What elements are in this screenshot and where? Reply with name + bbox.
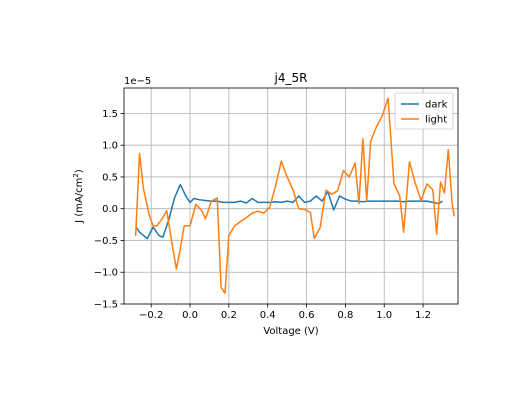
- legend-box: [394, 92, 454, 130]
- ticks: −0.2 0.0 0.2 0.4 0.6 0.8 1.0 1.2 −1.5 −1.0 −0.5 0.0…: [94, 109, 431, 321]
- legend-label-light: light: [425, 115, 447, 126]
- y-tick-label: −1.0: [94, 268, 118, 279]
- x-tick-label: 0.2: [221, 310, 237, 321]
- legend: dark light: [394, 92, 454, 130]
- x-axis-label: Voltage (V): [263, 326, 318, 337]
- x-tick-label: 0.0: [182, 310, 198, 321]
- x-tick-label: 1.2: [415, 310, 431, 321]
- x-tick-label: 0.6: [299, 310, 315, 321]
- y-tick-label: −1.5: [94, 300, 118, 311]
- y-axis-offset-text: 1e−5: [124, 76, 151, 87]
- x-tick-label: 1.0: [376, 310, 392, 321]
- y-axis-label: J (mA/cm2): [72, 169, 85, 224]
- y-axis-label-main: J (mA/cm: [74, 178, 85, 224]
- y-axis-label-close: ): [74, 169, 85, 173]
- plot-frame: [123, 87, 459, 305]
- y-tick-label: 1.5: [102, 109, 118, 120]
- series-layer: [134, 97, 455, 294]
- y-tick-label: 1.0: [102, 141, 118, 152]
- x-tick-label: −0.2: [139, 310, 163, 321]
- legend-label-dark: dark: [425, 100, 448, 111]
- x-tick-label: 0.4: [260, 310, 276, 321]
- series-line-light: [134, 97, 455, 294]
- y-tick-label: 0.5: [102, 172, 118, 183]
- chart-title: j4_5R: [274, 71, 308, 85]
- series-line-dark: [135, 183, 443, 240]
- y-tick-label: −0.5: [94, 236, 118, 247]
- y-axis-label-superscript: 2: [72, 173, 80, 177]
- x-tick-label: 0.8: [337, 310, 353, 321]
- y-tick-label: 0.0: [102, 204, 118, 215]
